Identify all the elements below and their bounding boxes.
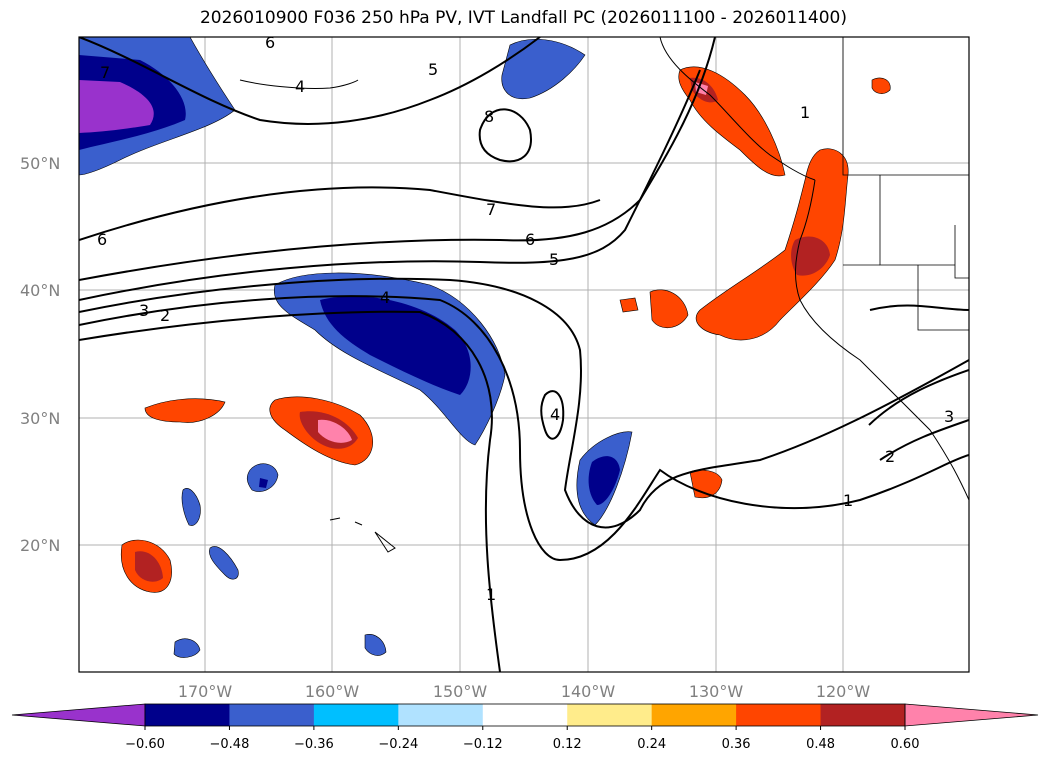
lat-label: 30°N bbox=[20, 409, 60, 428]
contour-label: 6 bbox=[525, 230, 535, 249]
contour-label: 7 bbox=[486, 200, 496, 219]
colorbar-segment bbox=[398, 704, 484, 726]
contour-label: 4 bbox=[380, 288, 390, 307]
colorbar-segment bbox=[313, 704, 399, 726]
lon-label: 130°W bbox=[689, 682, 744, 701]
colorbar-tick-label: 0.36 bbox=[722, 737, 751, 752]
lat-label: 40°N bbox=[20, 281, 60, 300]
negative-pv-regions bbox=[79, 37, 633, 658]
contour-label: 6 bbox=[97, 230, 107, 249]
map-frame bbox=[78, 36, 970, 673]
colorbar-tick-label: −0.48 bbox=[210, 737, 250, 752]
colorbar-ticks: −0.60 −0.48 −0.36 −0.24 −0.12 0.12 0.24 0.36 0.4… bbox=[125, 726, 919, 752]
coastlines bbox=[239, 37, 969, 553]
colorbar bbox=[11, 703, 1039, 727]
colorbar-tick-label: −0.36 bbox=[294, 737, 334, 752]
colorbar-tick-label: 0.60 bbox=[891, 737, 920, 752]
contour-label: 1 bbox=[486, 585, 496, 604]
map-title: 2026010900 F036 250 hPa PV, IVT Landfall… bbox=[199, 8, 847, 28]
colorbar-extend-min bbox=[11, 703, 146, 727]
contour-label: 1 bbox=[800, 103, 810, 122]
contour-label: 6 bbox=[265, 33, 275, 52]
lon-label: 120°W bbox=[816, 682, 871, 701]
contour-label: 2 bbox=[160, 306, 170, 325]
colorbar-segment bbox=[820, 704, 906, 726]
contour-label: 3 bbox=[139, 301, 149, 320]
colorbar-tick-label: −0.24 bbox=[378, 737, 418, 752]
colorbar-segment bbox=[229, 704, 315, 726]
contour-label: 4 bbox=[295, 77, 305, 96]
lon-label: 140°W bbox=[561, 682, 616, 701]
contour-label: 5 bbox=[428, 60, 438, 79]
colorbar-tick-label: 0.48 bbox=[806, 737, 835, 752]
contour-label: 4 bbox=[550, 405, 560, 424]
lat-label: 50°N bbox=[20, 154, 60, 173]
map-area bbox=[79, 37, 969, 672]
colorbar-tick-label: 0.24 bbox=[637, 737, 666, 752]
colorbar-tick-label: 0.12 bbox=[553, 737, 582, 752]
contour-label: 1 bbox=[843, 491, 853, 510]
latitude-labels: 50°N 40°N 30°N 20°N bbox=[20, 154, 60, 555]
contour-label: 5 bbox=[549, 250, 559, 269]
colorbar-segment bbox=[736, 704, 822, 726]
colorbar-extend-max bbox=[904, 703, 1039, 727]
contour-label: 8 bbox=[484, 107, 494, 126]
colorbar-segment bbox=[145, 704, 230, 726]
colorbar-segment bbox=[482, 704, 568, 726]
longitude-labels: 170°W 160°W 150°W 140°W 130°W 120°W bbox=[178, 682, 871, 701]
colorbar-segment bbox=[651, 704, 737, 726]
borders bbox=[842, 37, 969, 331]
lon-label: 150°W bbox=[433, 682, 488, 701]
contour-labels: 6 7 4 5 8 7 6 6 5 4 3 2 4 1 1 1 2 3 bbox=[97, 33, 954, 604]
colorbar-tick-label: −0.12 bbox=[463, 737, 503, 752]
colorbar-segment bbox=[567, 704, 653, 726]
colorbar-outline bbox=[144, 703, 906, 727]
positive-pv-regions bbox=[120, 66, 891, 593]
contour-label: 7 bbox=[100, 63, 110, 82]
gridlines bbox=[79, 37, 969, 672]
contour-label: 3 bbox=[944, 407, 954, 426]
contour-label: 2 bbox=[885, 447, 895, 466]
colorbar-tick-label: −0.60 bbox=[125, 737, 165, 752]
lon-label: 170°W bbox=[178, 682, 233, 701]
pv-contours bbox=[79, 37, 969, 672]
lat-label: 20°N bbox=[20, 536, 60, 555]
lon-label: 160°W bbox=[305, 682, 360, 701]
